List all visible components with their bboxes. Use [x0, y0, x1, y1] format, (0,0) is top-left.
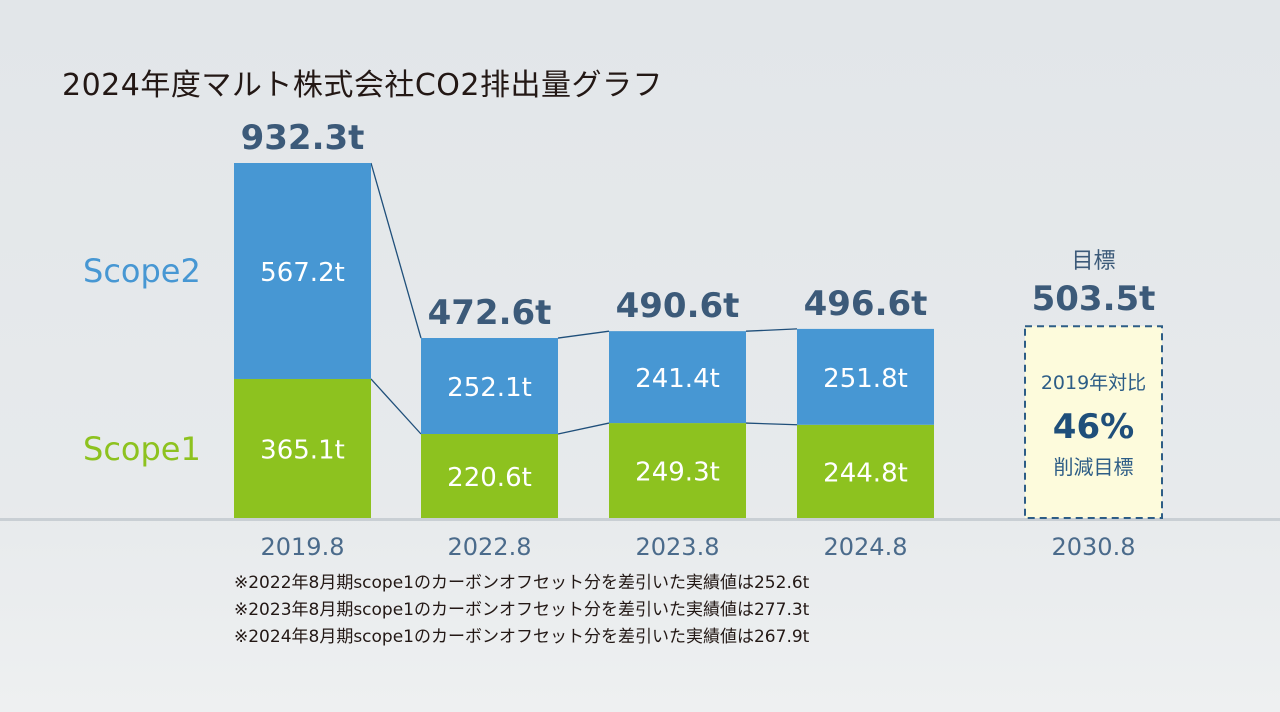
- x-tick-label: 2022.8: [448, 533, 532, 561]
- bar-scope2: [234, 163, 371, 379]
- bar-scope2: [421, 338, 558, 435]
- footnotes: ※2022年8月期scope1のカーボンオフセット分を差引いた実績値は252.6…: [234, 570, 809, 651]
- scope1-data-label: 220.6t: [447, 463, 532, 493]
- target-heading: 目標: [1071, 249, 1115, 274]
- target-value-label: 503.5t: [1032, 279, 1156, 319]
- footnote: ※2022年8月期scope1のカーボンオフセット分を差引いた実績値は252.6…: [234, 573, 810, 593]
- x-tick-label: 2019.8: [261, 533, 345, 561]
- x-tick-label: 2023.8: [636, 533, 720, 561]
- bar-scope1: [421, 434, 558, 518]
- legend-scope2: Scope2: [83, 252, 201, 290]
- scope1-data-label: 365.1t: [260, 435, 345, 465]
- total-data-label: 472.6t: [428, 293, 552, 333]
- footnote: ※2024年8月期scope1のカーボンオフセット分を差引いた実績値は267.9…: [234, 627, 810, 647]
- bar-scope1: [797, 424, 934, 518]
- scope2-data-label: 252.1t: [447, 373, 532, 403]
- total-data-label: 490.6t: [616, 286, 740, 326]
- scope2-data-label: 241.4t: [635, 364, 720, 394]
- bar-scope2: [797, 328, 934, 425]
- bar-scope1: [609, 423, 746, 518]
- x-tick-label: 2030.8: [1052, 533, 1136, 561]
- scope1-connector-line: [557, 422, 610, 435]
- total-data-label: 496.6t: [804, 284, 928, 324]
- footnote: ※2023年8月期scope1のカーボンオフセット分を差引いた実績値は277.3…: [234, 600, 810, 620]
- x-tick-label: 2024.8: [824, 533, 908, 561]
- total-connector-line: [745, 328, 798, 332]
- scope2-data-label: 251.8t: [823, 364, 908, 394]
- chart-title: 2024年度マルト株式会社CO2排出量グラフ: [62, 68, 663, 103]
- scope1-connector-line: [370, 378, 422, 435]
- scope1-data-label: 249.3t: [635, 458, 720, 488]
- target-percent: 46%: [1053, 407, 1134, 447]
- target-bar: [1024, 325, 1163, 520]
- scope1-data-label: 244.8t: [823, 458, 908, 488]
- scope2-data-label: 567.2t: [260, 258, 345, 288]
- bar-scope1: [234, 378, 371, 518]
- legend-scope1: Scope1: [83, 430, 201, 468]
- scope1-connector-line: [745, 422, 798, 426]
- total-connector-line: [370, 162, 422, 339]
- total-connector-line: [557, 330, 610, 339]
- total-data-label: 932.3t: [241, 118, 365, 158]
- target-comparison-text: 2019年対比: [1041, 372, 1146, 394]
- x-axis-baseline: [0, 518, 1280, 521]
- target-reduction-text: 削減目標: [1054, 455, 1134, 479]
- bar-scope2: [609, 331, 746, 424]
